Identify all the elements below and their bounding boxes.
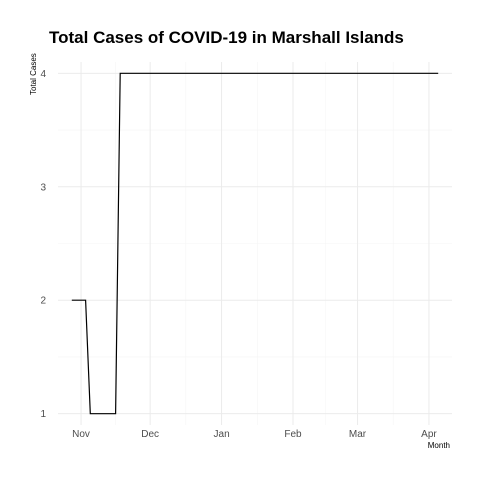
x-tick-label: Jan xyxy=(214,429,230,440)
x-ticks: Nov Dec Jan Feb Mar Apr xyxy=(72,429,437,440)
grid xyxy=(58,62,452,425)
y-ticks: 1 2 3 4 xyxy=(40,69,46,420)
x-tick-label: Feb xyxy=(284,429,302,440)
x-tick-label: Mar xyxy=(349,429,367,440)
x-tick-label: Dec xyxy=(141,429,159,440)
chart-title: Total Cases of COVID-19 in Marshall Isla… xyxy=(49,28,404,47)
x-axis-label: Month xyxy=(428,441,450,450)
y-axis-label: Total Cases xyxy=(29,53,38,95)
y-tick-label: 3 xyxy=(40,182,46,193)
y-tick-label: 2 xyxy=(40,296,46,307)
y-tick-label: 1 xyxy=(40,409,46,420)
series-layer xyxy=(71,72,439,415)
series-line xyxy=(71,72,439,415)
x-tick-label: Nov xyxy=(72,429,90,440)
x-tick-label: Apr xyxy=(421,429,437,440)
y-tick-label: 4 xyxy=(40,69,46,80)
